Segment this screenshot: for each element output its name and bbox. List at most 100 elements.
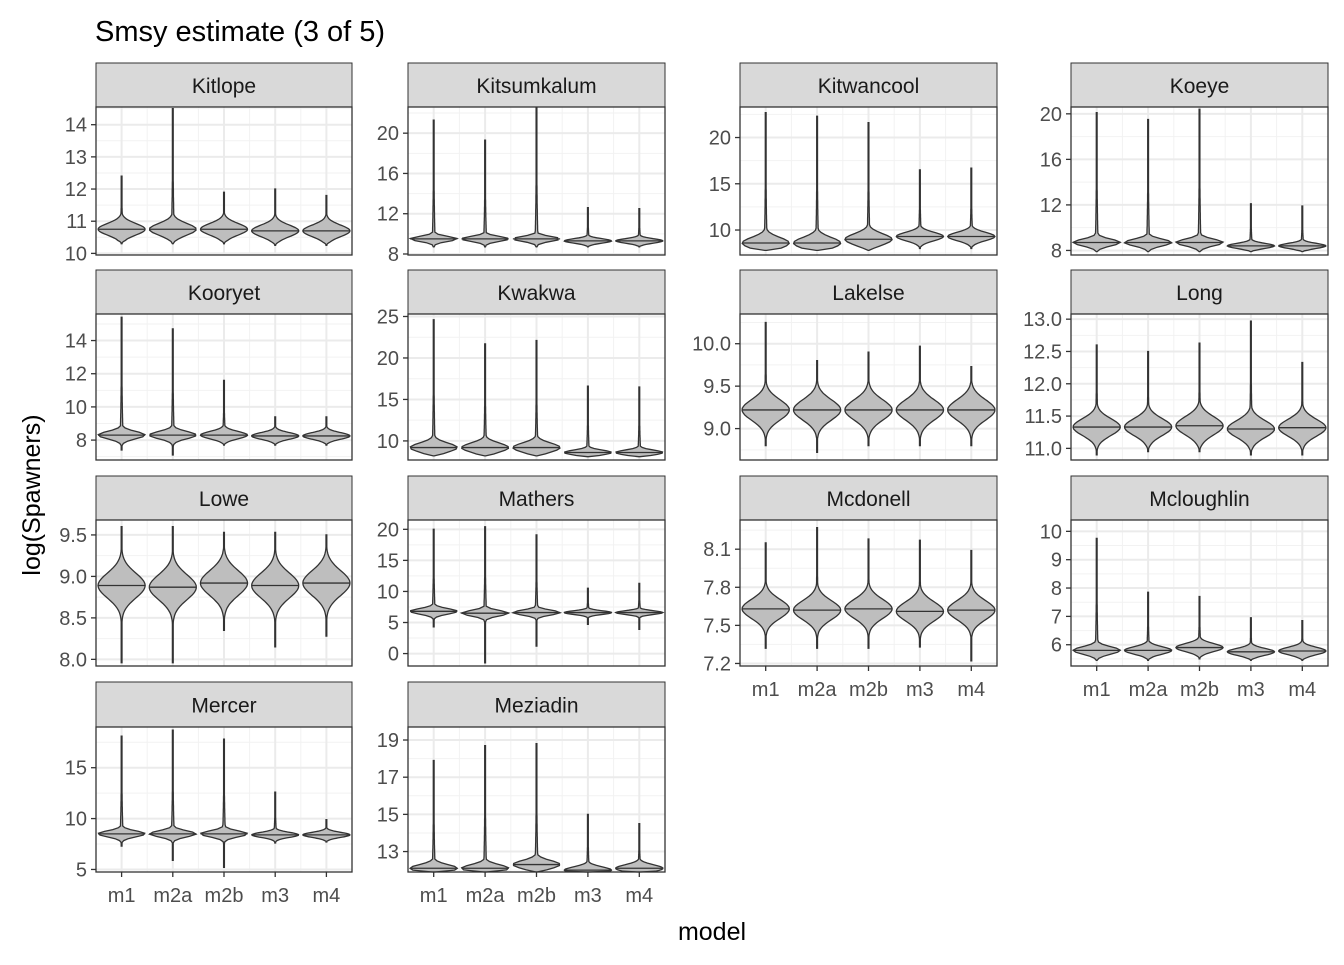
panel-kwakwa: Kwakwa 10 15 20 25 bbox=[377, 269, 666, 461]
violin-kitwancool-m2a bbox=[792, 115, 842, 252]
y-tick-label: 7.2 bbox=[703, 653, 731, 675]
panel-lowe: Lowe 8.0 8.5 9.0 9.5 bbox=[59, 475, 353, 671]
x-axis-label: model bbox=[678, 918, 746, 946]
violin-kitwancool-m2b bbox=[844, 122, 893, 252]
x-tick-label: m1 bbox=[420, 885, 448, 907]
violin-meziadin-m1 bbox=[408, 759, 459, 873]
x-tick-label: m1 bbox=[1083, 679, 1111, 701]
violin-kooryet-m1 bbox=[97, 316, 147, 451]
y-tick-label: 5 bbox=[76, 859, 87, 881]
facet-label: Lakelse bbox=[832, 282, 904, 305]
panel-border bbox=[407, 313, 666, 461]
violin-mcdonell-m2b bbox=[844, 538, 893, 649]
violin-mathers-m1 bbox=[409, 528, 458, 628]
y-tick-label: 10 bbox=[65, 809, 87, 831]
y-tick-label: 20 bbox=[377, 123, 399, 145]
violin-long-m2b bbox=[1175, 342, 1224, 453]
violin-kwakwa-m2b bbox=[512, 339, 561, 457]
violin-kitwancool-m4 bbox=[946, 167, 996, 250]
facet-label: Kwakwa bbox=[497, 282, 576, 305]
y-tick-label: 10 bbox=[65, 397, 87, 419]
panel-border bbox=[739, 106, 998, 256]
violin-lakelse-m3 bbox=[895, 345, 945, 447]
violin-mercer-m2a bbox=[147, 729, 198, 861]
y-tick-label: 10 bbox=[1040, 521, 1062, 543]
violin-lakelse-m1 bbox=[741, 321, 790, 447]
y-tick-label: 15 bbox=[377, 550, 399, 572]
violin-kitsumkalum-m2a bbox=[461, 139, 509, 248]
y-tick-label: 10.0 bbox=[692, 334, 731, 356]
y-tick-label: 8.1 bbox=[703, 539, 731, 561]
violin-mercer-m2b bbox=[199, 738, 249, 869]
y-tick-label: 10 bbox=[377, 581, 399, 603]
facet-strip bbox=[1070, 269, 1329, 315]
y-tick-label: 9.5 bbox=[703, 376, 731, 398]
violin-koeye-m4 bbox=[1278, 205, 1327, 253]
facet-label: Kooryet bbox=[188, 282, 261, 305]
violin-meziadin-m3 bbox=[563, 813, 613, 873]
facet-strip bbox=[407, 681, 666, 728]
x-tick-label: m2a bbox=[466, 885, 506, 907]
facet-label: Mercer bbox=[191, 695, 256, 718]
panel-koeye: Koeye 8 12 16 20 bbox=[1040, 62, 1329, 262]
y-tick-label: 11.5 bbox=[1025, 406, 1062, 428]
panel-border bbox=[739, 313, 998, 461]
facet-strip bbox=[1070, 62, 1329, 108]
violin-mcdonell-m4 bbox=[947, 549, 996, 662]
x-tick-label: m2b bbox=[849, 679, 888, 701]
violin-lakelse-m2a bbox=[792, 360, 842, 454]
violin-kwakwa-m2a bbox=[461, 343, 510, 457]
panel-border bbox=[1070, 106, 1329, 256]
y-tick-label: 13 bbox=[65, 147, 87, 169]
y-tick-label: 10 bbox=[709, 220, 731, 242]
panel-mercer: Mercer 5 10 15 m1 m2a m2b m3 m4 bbox=[65, 681, 353, 907]
chart-title: Smsy estimate (3 of 5) bbox=[95, 16, 385, 48]
x-tick-label: m4 bbox=[957, 679, 985, 701]
violin-mcloughlin-m2a bbox=[1123, 591, 1173, 661]
facet-label: Long bbox=[1176, 282, 1223, 305]
violin-lowe-m2b bbox=[199, 531, 249, 631]
x-tick-label: m1 bbox=[108, 885, 136, 907]
y-tick-label: 13.0 bbox=[1023, 309, 1062, 331]
y-tick-label: 13 bbox=[377, 842, 399, 864]
violin-meziadin-m4 bbox=[614, 823, 664, 873]
violin-kitsumkalum-m4 bbox=[615, 208, 664, 248]
x-tick-label: m1 bbox=[752, 679, 780, 701]
y-tick-label: 9.0 bbox=[703, 419, 731, 441]
y-tick-label: 20 bbox=[1040, 104, 1062, 126]
violin-koeye-m2b bbox=[1174, 108, 1225, 253]
violin-kitsumkalum-m2b bbox=[514, 107, 559, 248]
x-tick-label: m2a bbox=[1129, 679, 1169, 701]
panel-border bbox=[95, 519, 353, 667]
violin-meziadin-m2a bbox=[460, 744, 510, 873]
x-tick-label: m2b bbox=[1180, 679, 1219, 701]
y-tick-label: 20 bbox=[377, 348, 399, 370]
panel-border bbox=[407, 106, 666, 256]
panel-border bbox=[407, 519, 666, 667]
y-tick-label: 17 bbox=[377, 767, 399, 789]
violin-lowe-m3 bbox=[251, 531, 300, 648]
facet-strip bbox=[95, 681, 353, 728]
y-tick-label: 8 bbox=[1051, 240, 1062, 262]
violin-lowe-m4 bbox=[302, 534, 351, 637]
facet-panels: Kitlope1011121314Kitsumkalum8121620Kitwa… bbox=[59, 62, 1329, 907]
violin-mercer-m1 bbox=[97, 735, 146, 847]
y-tick-label: 14 bbox=[65, 331, 87, 353]
y-tick-label: 9.5 bbox=[59, 525, 87, 547]
y-tick-label: 10 bbox=[377, 431, 399, 453]
panel-long: Long 11.0 11.5 12.0 12.5 13.0 bbox=[1023, 269, 1329, 461]
y-tick-label: 6 bbox=[1051, 635, 1062, 657]
violin-koeye-m3 bbox=[1226, 203, 1276, 253]
violin-kitlope-m4 bbox=[302, 194, 351, 246]
panel-border bbox=[1070, 313, 1329, 461]
violin-kitwancool-m1 bbox=[741, 111, 791, 252]
y-tick-label: 15 bbox=[709, 174, 731, 196]
x-tick-label: m3 bbox=[906, 679, 934, 701]
violin-mathers-m4 bbox=[614, 582, 665, 630]
facet-label: Kitwancool bbox=[818, 75, 920, 98]
y-tick-label: 12 bbox=[377, 204, 399, 226]
y-tick-label: 19 bbox=[377, 730, 399, 752]
violin-mcdonell-m2a bbox=[792, 526, 842, 649]
violin-long-m4 bbox=[1278, 361, 1327, 456]
